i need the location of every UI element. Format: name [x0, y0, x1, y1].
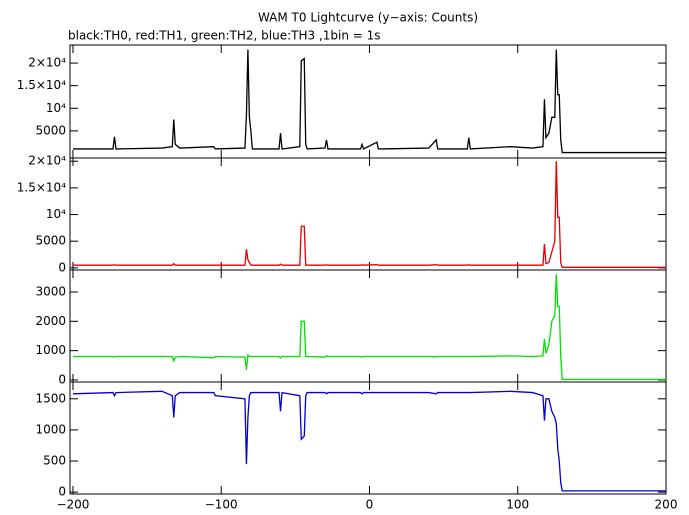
y-tick-label: 2×10⁴ [28, 56, 66, 70]
x-tick-label: 0 [366, 498, 374, 512]
y-tick-label: 0 [58, 260, 66, 274]
series-line [72, 390, 666, 492]
y-tick-label: 3000 [35, 284, 66, 298]
y-tick-label: 10⁴ [46, 101, 66, 115]
x-tick-label: 100 [506, 498, 529, 512]
y-tick-label: 500 [43, 454, 66, 468]
panel-frame [69, 381, 667, 495]
panel-frame [69, 269, 667, 383]
x-tick-label: −100 [205, 498, 238, 512]
chart-title: WAM T0 Lightcurve (y−axis: Counts) [258, 11, 478, 25]
y-tick-label: 5000 [35, 234, 66, 248]
y-tick-label: 2×10⁴ [28, 154, 66, 168]
y-tick-label: 1000 [35, 422, 66, 436]
y-tick-label: 1.5×10⁴ [17, 180, 66, 194]
chart-subtitle: black:TH0, red:TH1, green:TH2, blue:TH3 … [68, 29, 381, 43]
y-tick-label: 1500 [35, 391, 66, 405]
y-tick-label: 0 [58, 485, 66, 499]
panel-frame [69, 157, 667, 271]
y-tick-label: 10⁴ [46, 207, 66, 221]
y-tick-label: 1000 [35, 343, 66, 357]
panel-frame [69, 44, 667, 159]
y-tick-label: 0 [58, 372, 66, 386]
y-tick-label: 2000 [35, 314, 66, 328]
x-tick-label: −200 [56, 498, 89, 512]
series-line [72, 161, 666, 268]
y-tick-label: 1.5×10⁴ [17, 78, 66, 92]
series-line [72, 49, 666, 154]
series-line [72, 274, 666, 381]
x-tick-label: 200 [655, 498, 678, 512]
y-tick-label: 5000 [35, 123, 66, 137]
